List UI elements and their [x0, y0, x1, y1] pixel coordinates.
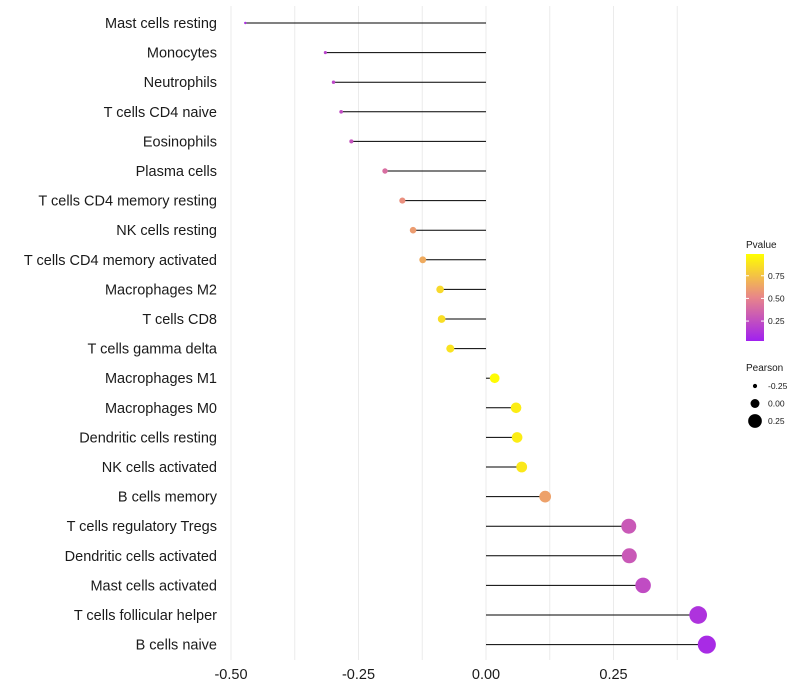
data-point [244, 21, 247, 25]
category-label: Dendritic cells activated [65, 549, 217, 565]
color-legend-tick-label: 0.25 [768, 316, 785, 326]
grid-lines [230, 6, 678, 660]
data-point [331, 80, 336, 84]
category-labels: Mast cells resting Monocytes Neutrophils T … [24, 16, 218, 654]
category-label: Dendritic cells resting [79, 430, 217, 446]
data-point [621, 518, 637, 534]
category-label: NK cells activated [102, 460, 217, 476]
category-label: B cells memory [118, 490, 218, 506]
category-label: Neutrophils [144, 75, 217, 91]
category-label: NK cells resting [116, 223, 217, 239]
x-tick-label: 0.25 [599, 667, 627, 683]
legend: Pvalue 0.25 0.50 0.75 Pearson -0.25 0.00 0.2… [746, 240, 788, 428]
category-label: T cells CD4 memory resting [38, 194, 217, 210]
data-point [510, 402, 522, 414]
color-legend: Pvalue 0.25 0.50 0.75 [746, 240, 785, 341]
category-label: Eosinophils [143, 134, 217, 150]
data-point [339, 109, 344, 114]
category-label: T cells follicular helper [74, 608, 217, 624]
category-label: B cells naive [136, 638, 217, 654]
x-tick-label: -0.25 [342, 667, 375, 683]
data-point [446, 344, 455, 353]
color-legend-tick-label: 0.50 [768, 293, 785, 303]
data-point [689, 606, 708, 624]
data-point [437, 315, 446, 323]
size-legend-label: 0.25 [768, 416, 785, 426]
category-label: T cells CD4 naive [104, 105, 217, 121]
data-point [409, 226, 417, 234]
data-point [539, 490, 552, 503]
data-point [516, 461, 528, 473]
stems [245, 22, 707, 646]
category-label: Macrophages M1 [105, 371, 217, 387]
data-point [323, 51, 327, 55]
category-label: T cells CD4 memory activated [24, 253, 217, 269]
category-label: T cells gamma delta [88, 342, 218, 358]
data-point [635, 577, 651, 594]
category-label: Mast cells resting [105, 16, 217, 32]
data-point [399, 197, 406, 204]
x-tick-label: 0.00 [472, 667, 500, 683]
data-point [621, 548, 637, 564]
size-legend-title: Pearson [746, 363, 783, 374]
category-label: Monocytes [147, 46, 217, 62]
color-legend-tick-label: 0.75 [768, 271, 785, 281]
category-label: Mast cells activated [90, 578, 217, 594]
size-legend-key [748, 414, 762, 428]
size-legend-entries: -0.25 0.00 0.25 [748, 381, 788, 428]
data-point [697, 635, 716, 654]
color-legend-title: Pvalue [746, 240, 777, 251]
x-tick-label: -0.50 [214, 667, 247, 683]
data-point [382, 168, 388, 174]
size-legend-label: 0.00 [768, 399, 785, 409]
data-point [511, 432, 523, 443]
data-point [436, 285, 444, 294]
points [244, 21, 716, 654]
data-point [419, 256, 427, 264]
size-legend: Pearson -0.25 0.00 0.25 [746, 363, 788, 428]
size-legend-key [750, 399, 760, 408]
category-label: Macrophages M2 [105, 282, 217, 298]
category-label: Plasma cells [136, 164, 217, 180]
data-point [489, 373, 500, 384]
category-label: T cells regulatory Tregs [67, 519, 217, 535]
size-legend-key [752, 383, 758, 389]
data-point [349, 139, 354, 144]
color-legend-bar [746, 254, 764, 341]
x-axis-tick-labels: -0.50 -0.25 0.00 0.25 [214, 667, 627, 683]
size-legend-label: -0.25 [768, 381, 788, 391]
color-legend-ticks: 0.25 0.50 0.75 [746, 271, 785, 326]
category-label: T cells CD8 [142, 312, 217, 328]
category-label: Macrophages M0 [105, 401, 217, 417]
